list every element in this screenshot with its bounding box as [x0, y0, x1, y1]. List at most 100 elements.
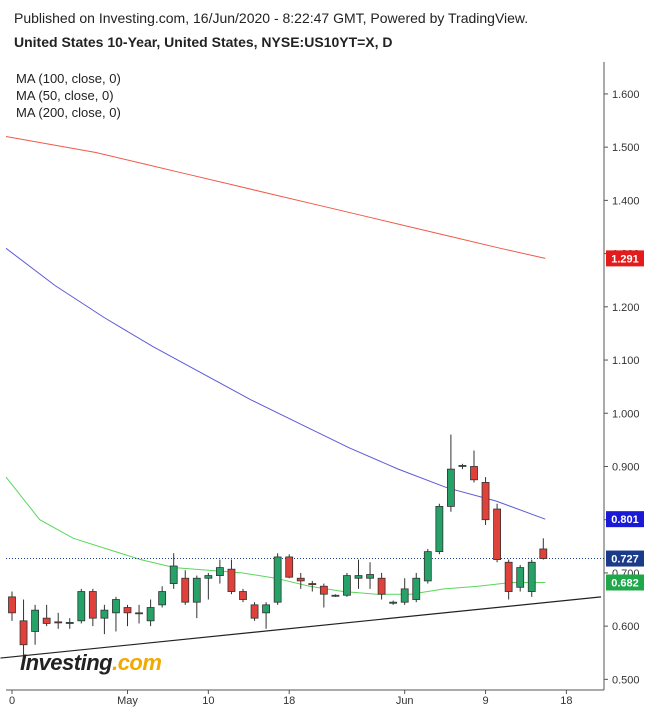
candle: [31, 604, 40, 645]
candle-body: [285, 556, 294, 578]
candle: [88, 588, 97, 627]
candle: [158, 586, 167, 608]
candle: [250, 602, 259, 621]
price-badge: 1.291: [606, 250, 644, 267]
legend-ma50: MA (50, close, 0): [16, 88, 114, 103]
x-tick-label: Jun: [396, 695, 414, 707]
candle: [227, 559, 236, 595]
candle-body: [204, 575, 213, 579]
ma100-line: [5, 247, 546, 520]
y-tick-label: 1.000: [612, 408, 640, 420]
candle-body: [192, 577, 201, 603]
candle: [215, 559, 224, 584]
candle-body: [65, 622, 74, 624]
y-tick-label: 1.200: [612, 302, 640, 314]
candle: [493, 503, 502, 563]
candle-body: [19, 620, 28, 646]
candle-body: [296, 577, 305, 582]
candle-body: [8, 596, 16, 614]
price-badge-label: 1.291: [611, 253, 639, 265]
y-tick-label: 0.600: [612, 621, 640, 633]
candle: [192, 575, 201, 619]
candle: [112, 596, 120, 632]
candle-body: [308, 583, 317, 586]
candle-body: [389, 601, 398, 604]
candle-body: [239, 591, 247, 600]
candle-body: [412, 577, 421, 600]
price-badge-label: 0.682: [611, 577, 639, 589]
candle-body: [470, 466, 478, 481]
candle-body: [516, 567, 525, 588]
y-tick-label: 0.900: [612, 461, 640, 473]
price-badge-label: 0.801: [611, 514, 639, 526]
candle-body: [446, 468, 455, 507]
x-tick-label: 0: [9, 695, 15, 707]
candle: [400, 578, 409, 605]
candle: [481, 477, 490, 526]
candle: [181, 570, 190, 605]
candle-body: [54, 621, 63, 624]
candle: [123, 604, 132, 627]
candle: [204, 572, 213, 600]
candle-body: [273, 556, 282, 603]
candle-body: [88, 591, 97, 619]
candle-body: [504, 561, 513, 592]
price-badge: 0.682: [606, 574, 644, 591]
candle-body: [354, 575, 363, 579]
candle: [343, 572, 351, 597]
candle-body: [366, 574, 374, 579]
logo-suffix: .com: [112, 650, 162, 675]
x-tick-label: 18: [560, 695, 572, 707]
candle-body: [112, 599, 120, 614]
legend-ma200: MA (200, close, 0): [16, 105, 121, 120]
x-tick-label: 18: [283, 695, 295, 707]
candle: [19, 599, 28, 656]
candle-body: [100, 609, 109, 619]
candle-body: [331, 594, 340, 597]
candle-body: [377, 577, 386, 595]
price-badge-box: [606, 511, 644, 528]
candle-body: [227, 568, 236, 592]
x-tick-label: May: [117, 695, 138, 707]
candle-body: [539, 548, 548, 559]
candle: [296, 572, 305, 589]
candle: [446, 434, 455, 512]
candle-body: [435, 505, 444, 553]
candle-body: [42, 617, 51, 624]
candle: [423, 548, 432, 584]
price-badge-box: [606, 550, 644, 567]
candle: [527, 559, 536, 597]
candle-body: [400, 588, 409, 603]
candle: [319, 583, 328, 608]
candle: [239, 588, 247, 603]
candle: [331, 594, 340, 597]
x-tick-label: 10: [202, 695, 214, 707]
candle: [146, 599, 155, 627]
candle: [470, 450, 478, 483]
candle: [262, 602, 271, 629]
logo-text: Investing: [20, 650, 113, 675]
candle-body: [123, 607, 132, 614]
candle: [77, 588, 86, 624]
candle: [54, 612, 63, 629]
candle-body: [319, 585, 328, 595]
candle: [435, 503, 444, 555]
price-badge-box: [606, 250, 644, 267]
candle: [285, 554, 294, 579]
support-trendline: [0, 596, 602, 659]
candle: [308, 580, 317, 592]
price-badge-label: 0.727: [611, 554, 639, 566]
y-tick-label: 1.100: [612, 355, 640, 367]
chart-header: Published on Investing.com, 16/Jun/2020 …: [14, 8, 634, 52]
candle: [366, 562, 374, 589]
candle: [65, 618, 74, 629]
candle-body: [158, 591, 167, 606]
candle-body: [458, 465, 467, 467]
candle: [504, 559, 513, 600]
candle: [100, 604, 109, 635]
price-badge: 0.801: [606, 511, 644, 528]
candle-body: [181, 577, 190, 603]
investing-logo: Investing.com: [20, 650, 162, 676]
y-tick-label: 1.400: [612, 195, 640, 207]
candle-body: [481, 482, 490, 521]
